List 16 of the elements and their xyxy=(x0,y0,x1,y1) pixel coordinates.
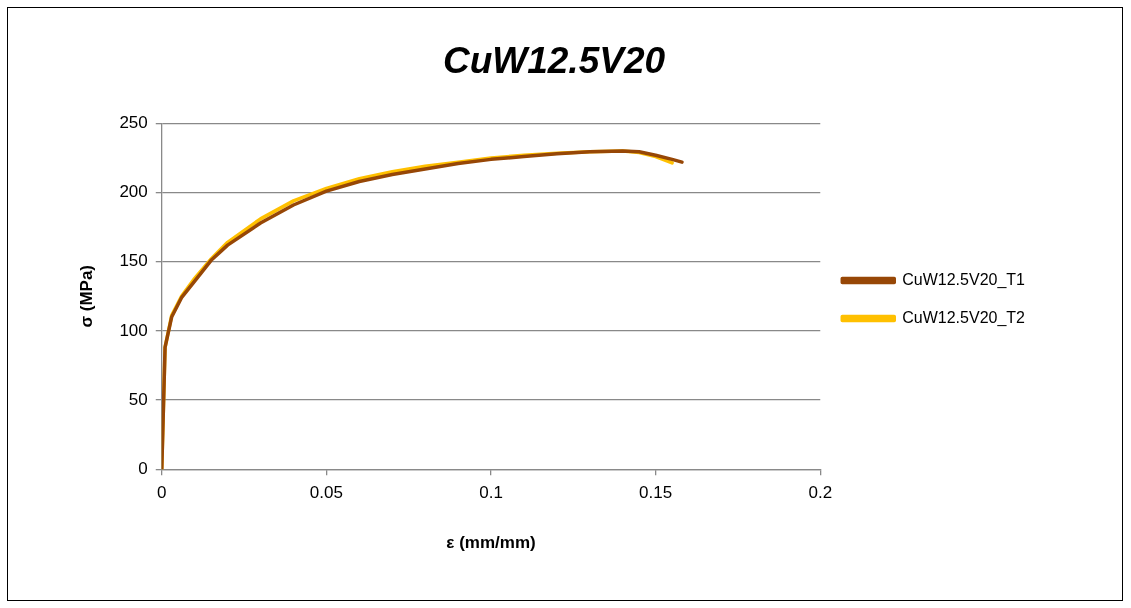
chart-title: CuW12.5V20 xyxy=(442,40,666,82)
legend-label: CuW12.5V20_T1 xyxy=(902,270,1026,289)
y-tick-label: 50 xyxy=(128,389,148,409)
x-axis-title: ε (mm/mm) xyxy=(446,533,536,553)
y-tick-label: 0 xyxy=(138,458,148,478)
y-tick-label: 250 xyxy=(119,113,148,133)
x-tick-label: 0.1 xyxy=(479,483,503,503)
x-tick-label: 0.15 xyxy=(639,483,673,503)
y-axis-title: σ (MPa) xyxy=(76,264,96,328)
x-tick-label: 0.2 xyxy=(808,483,833,503)
y-tick-label: 200 xyxy=(119,182,148,202)
x-tick-label: 0.05 xyxy=(309,483,343,503)
x-tick-label: 0 xyxy=(157,483,167,503)
y-tick-label: 100 xyxy=(119,320,148,340)
y-tick-label: 150 xyxy=(119,251,148,271)
legend-label: CuW12.5V20_T2 xyxy=(902,308,1026,327)
